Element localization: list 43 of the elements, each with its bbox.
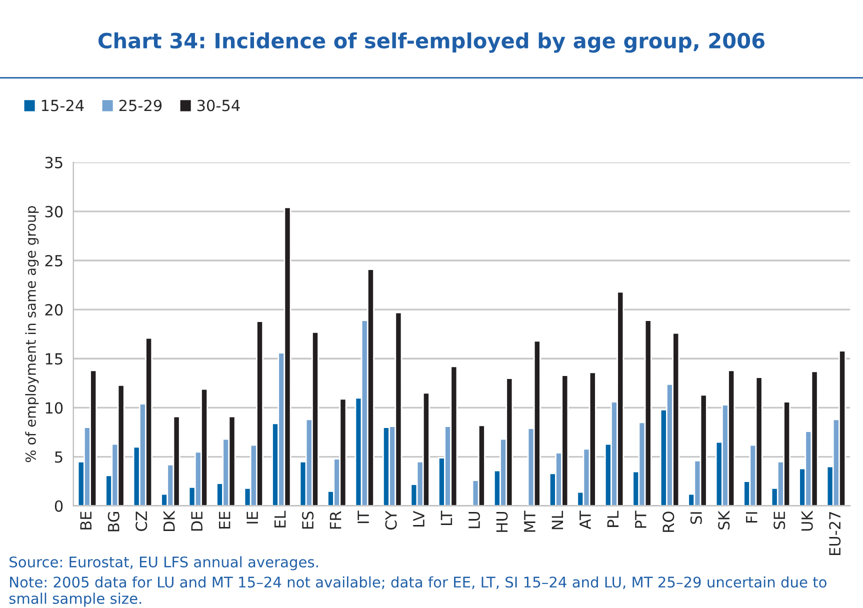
x-tick-label: EL [274, 510, 286, 528]
x-tick-label: MT [524, 510, 536, 532]
y-tick-label: 30 [45, 206, 63, 218]
chart-title: Chart 34: Incidence of self-employed by age group, 2006 [98, 32, 764, 53]
x-tick-label: RO [662, 512, 674, 532]
x-tick-label: SI [690, 512, 702, 524]
text: Note: 2005 data for LU and MT 15–24 not available; data for EE, LT, SI 15–24 and LU, MT 25–29 uncertain due to small sample size. [9, 576, 826, 607]
y-tick-label: 5 [55, 451, 62, 463]
y-tick-label: 35 [45, 156, 62, 168]
source-note: Source: Eurostat, EU LFS annual averages. [10, 556, 318, 570]
x-tick-label: DE [191, 512, 202, 531]
x-tick-label: BE [80, 512, 92, 530]
x-tick-label: FI [746, 512, 758, 523]
x-tick-label: CZ [136, 511, 148, 531]
x-tick-label: LT [440, 510, 452, 525]
y-tick-label: 0 [54, 500, 63, 512]
y-tick-label: 25 [45, 254, 62, 267]
x-tick-label: HU [496, 512, 508, 532]
x-tick-label: EE [219, 512, 230, 529]
x-tick-label: EU-27 [829, 512, 841, 556]
x-tick-label: FR [330, 511, 342, 529]
x-tick-label: SK [718, 510, 730, 530]
x-tick-label: PT [635, 510, 646, 528]
x-tick-label: LV [413, 510, 424, 526]
x-tick-label: ES [302, 512, 314, 529]
x-tick-label: SE [774, 512, 786, 530]
x-tick-label: NL [552, 510, 564, 530]
legend-label: 15-24 [42, 100, 84, 112]
y-tick-label: 10 [46, 402, 63, 414]
y-tick-label: 20 [45, 304, 63, 316]
x-tick-label: IT [358, 510, 369, 524]
legend-label: 30-54 [197, 100, 240, 112]
x-tick-label: LU [468, 512, 480, 528]
y-axis-title: % of employment in same age group [25, 206, 39, 462]
x-tick-label: BG [108, 512, 120, 532]
x-tick-label: DK [164, 510, 175, 531]
legend-label: 25-29 [119, 100, 162, 112]
x-tick-label: PL [607, 510, 618, 527]
x-tick-label: CY [385, 510, 397, 530]
x-tick-label: UK [802, 510, 813, 531]
x-tick-label: IE [246, 512, 258, 524]
x-tick-label: AT [580, 510, 591, 530]
y-tick-label: 15 [46, 353, 62, 365]
